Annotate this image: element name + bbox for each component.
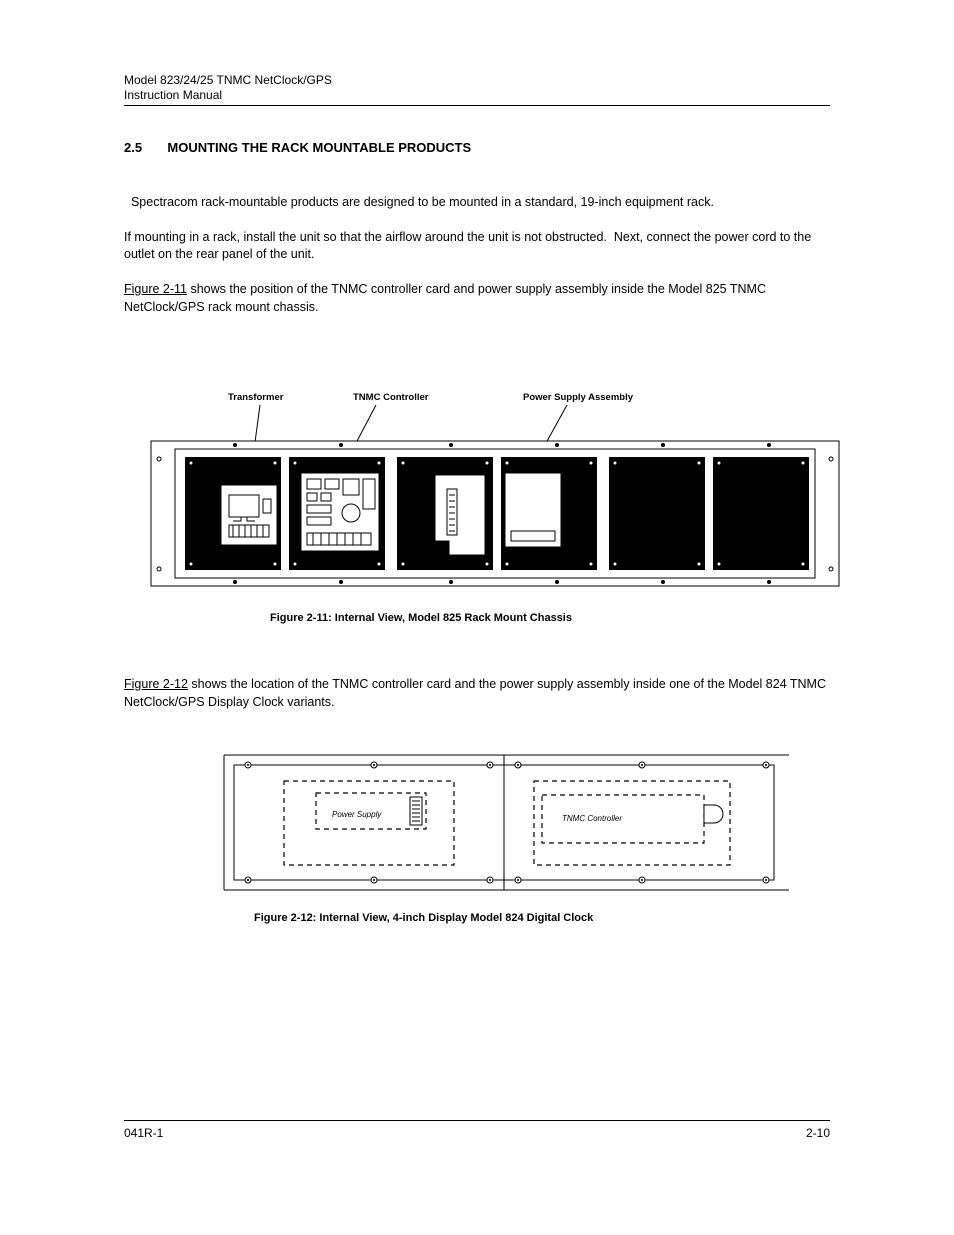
footer-left: 041R-1	[124, 1126, 163, 1140]
doc-title-1: Model 823/24/25 TNMC NetClock/GPS	[124, 73, 332, 87]
fig12-ps-label: Power Supply	[332, 810, 382, 819]
doc-title-2: Instruction Manual	[124, 88, 222, 102]
section-heading: 2.5 MOUNTING THE RACK MOUNTABLE PRODUCTS	[124, 140, 471, 155]
para1-pre: Spectracom rack-mountable products are d…	[124, 195, 815, 262]
figure-2-12: Power Supply TNMC Controller	[224, 755, 789, 890]
header-rule	[124, 105, 830, 106]
section-number: 2.5	[124, 140, 142, 155]
section-title: MOUNTING THE RACK MOUNTABLE PRODUCTS	[167, 140, 471, 155]
fig11-label-psu: Power Supply Assembly	[523, 392, 633, 403]
fig11-label-tnmc: TNMC Controller	[353, 392, 428, 403]
fig11-link[interactable]: Figure 2-11	[124, 282, 187, 296]
fig12-tnmc-label: TNMC Controller	[562, 814, 622, 823]
footer-right: 2-10	[806, 1126, 830, 1140]
para-2: Figure 2-12 shows the location of the TN…	[124, 676, 830, 711]
fig11-caption: Figure 2-11: Internal View, Model 825 Ra…	[270, 612, 572, 624]
figure-2-11	[151, 405, 839, 586]
para2-post: shows the location of the TNMC controlle…	[124, 677, 826, 709]
fig12-caption: Figure 2-12: Internal View, 4-inch Displ…	[254, 912, 593, 924]
footer-rule	[124, 1120, 830, 1121]
fig12-link[interactable]: Figure 2-12	[124, 677, 188, 691]
fig11-label-transformer: Transformer	[228, 392, 283, 403]
para-1: Spectracom rack-mountable products are d…	[124, 176, 830, 316]
para1-post: shows the position of the TNMC controlle…	[124, 282, 769, 314]
